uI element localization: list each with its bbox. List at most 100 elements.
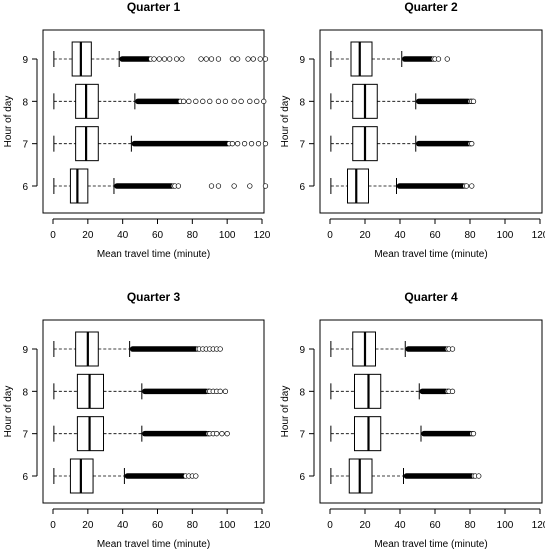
outlier-point: [250, 56, 256, 62]
outlier-point: [248, 141, 255, 147]
outlier-point: [208, 56, 215, 62]
outlier-point: [215, 183, 222, 189]
outlier-point: [255, 141, 262, 147]
outlier-point: [463, 183, 470, 189]
plot-frame: [42, 29, 265, 214]
y-tick-label: 9: [299, 345, 305, 356]
outlier-point: [262, 141, 269, 147]
outlier-point: [262, 183, 269, 189]
box-hour-9: [53, 41, 269, 77]
plot-frame: [319, 319, 543, 504]
y-tick-label: 9: [22, 55, 28, 66]
x-tick-label: 60: [152, 230, 164, 241]
y-tick-label: 6: [22, 472, 28, 483]
box-iqr: [350, 41, 373, 77]
outlier-point: [231, 183, 237, 189]
outlier-point: [208, 183, 215, 189]
outlier-point: [219, 431, 225, 437]
x-tick-label: 0: [50, 520, 56, 531]
x-tick-label: 60: [429, 520, 441, 531]
outlier-point: [215, 98, 222, 104]
outlier-point: [217, 388, 223, 394]
outlier-point: [161, 56, 168, 62]
y-axis-label: Hour of day: [280, 386, 291, 438]
outlier-point: [193, 473, 199, 479]
outlier-point: [222, 98, 229, 104]
outlier-point: [234, 56, 241, 62]
box-hour-8: [53, 83, 267, 119]
x-tick-label: 120: [254, 230, 271, 241]
box-iqr: [69, 168, 89, 204]
y-axis-label: Hour of day: [3, 386, 14, 438]
outlier-point: [217, 346, 223, 352]
outlier-point: [156, 56, 162, 62]
outlier-point: [470, 98, 477, 104]
x-tick-label: 100: [219, 520, 236, 531]
outlier-point: [229, 56, 236, 62]
y-tick-label: 9: [22, 345, 28, 356]
outlier-point: [179, 56, 185, 62]
outlier-point: [247, 98, 253, 104]
chart-title: Quarter 3: [127, 290, 181, 304]
y-tick-label: 7: [299, 140, 305, 151]
x-tick-label: 40: [117, 520, 129, 531]
x-tick-label: 120: [532, 520, 545, 531]
outlier-point: [469, 141, 475, 147]
box-hour-7: [53, 126, 269, 162]
y-tick-label: 7: [22, 140, 28, 151]
outlier-point: [214, 431, 220, 437]
x-tick-label: 20: [359, 230, 371, 241]
outlier-point: [215, 56, 222, 62]
outlier-point: [193, 98, 199, 104]
x-axis-label: Mean travel time (minute): [97, 539, 210, 550]
x-tick-label: 0: [50, 230, 56, 241]
outlier-point: [476, 473, 482, 479]
outlier-point: [257, 56, 263, 62]
outlier-point: [203, 56, 209, 62]
box-iqr: [347, 168, 369, 204]
outlier-point: [174, 56, 180, 62]
outlier-point: [435, 56, 442, 62]
x-tick-label: 80: [187, 520, 199, 531]
box-hour-9: [330, 41, 450, 77]
x-axis-label: Mean travel time (minute): [374, 539, 487, 550]
y-axis-label: Hour of day: [3, 96, 14, 148]
box-hour-6: [53, 458, 199, 494]
x-tick-label: 0: [327, 520, 333, 531]
box-hour-9: [53, 331, 223, 367]
y-tick-label: 8: [299, 97, 305, 108]
outlier-point: [207, 98, 213, 104]
chart-panel-4: Quarter 4 0 20 40 60 80 100 120 Mean travel time…: [280, 290, 545, 550]
x-tick-label: 80: [464, 520, 476, 531]
box-hour-8: [330, 373, 456, 409]
box-hour-9: [330, 331, 456, 367]
chart-title: Quarter 4: [404, 290, 458, 304]
x-tick-label: 60: [152, 520, 164, 531]
outlier-point: [222, 388, 229, 394]
x-tick-label: 120: [254, 520, 271, 531]
chart-title: Quarter 2: [404, 0, 458, 14]
outlier-point: [231, 98, 237, 104]
x-tick-label: 100: [497, 520, 514, 531]
y-axis-label: Hour of day: [280, 96, 291, 148]
outlier-point: [200, 98, 206, 104]
box-hour-7: [330, 416, 477, 452]
y-tick-label: 8: [22, 387, 28, 398]
x-tick-label: 60: [429, 230, 441, 241]
outlier-point: [254, 98, 260, 104]
chart-panel-2: Quarter 2 0 20 40 60 80 100 120 Mean travel time…: [280, 0, 545, 260]
x-tick-label: 0: [327, 230, 333, 241]
box-hour-7: [53, 416, 230, 452]
outlier-point: [229, 141, 236, 147]
outlier-point: [444, 56, 450, 62]
outlier-point: [175, 183, 182, 189]
outlier-point: [151, 56, 157, 62]
x-tick-label: 40: [394, 520, 406, 531]
x-tick-label: 80: [464, 230, 476, 241]
outlier-point: [449, 388, 456, 394]
outlier-point: [186, 98, 192, 104]
x-axis-label: Mean travel time (minute): [374, 249, 487, 260]
box-hour-8: [53, 373, 229, 409]
plot-frame: [319, 29, 543, 214]
y-tick-label: 9: [299, 55, 305, 66]
